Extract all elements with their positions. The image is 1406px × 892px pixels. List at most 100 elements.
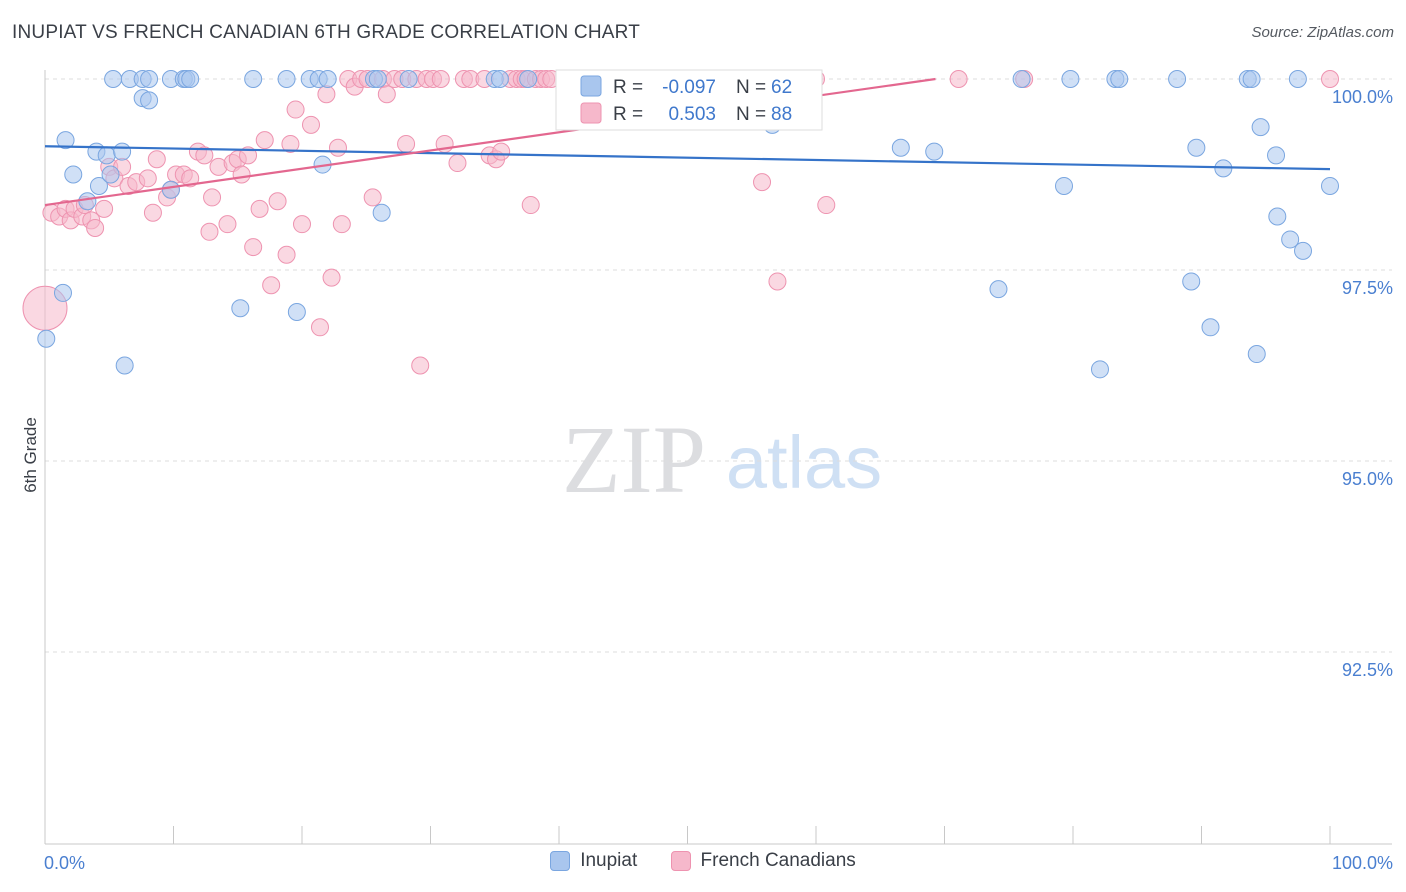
french-canadians-point bbox=[492, 142, 511, 161]
stats-swatch-pink bbox=[580, 102, 602, 124]
stats-n-value-pink: 88 bbox=[771, 104, 792, 125]
inupiat-point bbox=[925, 142, 944, 161]
legend-label-french-canadians: French Canadians bbox=[700, 850, 856, 871]
inupiat-point bbox=[1110, 70, 1129, 88]
french-canadians-point bbox=[239, 146, 258, 165]
inupiat-point bbox=[244, 70, 263, 88]
inupiat-point bbox=[490, 70, 509, 88]
inupiat-point bbox=[181, 70, 200, 88]
french-canadians-point bbox=[332, 215, 351, 234]
y-tick-label: 100.0% bbox=[1332, 87, 1393, 107]
french-canadians-point bbox=[753, 173, 772, 192]
inupiat-trend-line bbox=[44, 145, 1331, 171]
inupiat-point bbox=[1288, 70, 1307, 88]
french-canadians-point bbox=[281, 134, 300, 153]
french-canadians-point bbox=[363, 188, 382, 207]
inupiat-point bbox=[89, 176, 108, 195]
french-canadians-point bbox=[293, 215, 311, 234]
french-canadians-point bbox=[143, 203, 162, 222]
stats-r-label-pink: R = bbox=[613, 104, 643, 125]
french-canadians-point bbox=[328, 138, 347, 157]
french-canadians-point bbox=[301, 115, 320, 134]
source-label: Source: ZipAtlas.com bbox=[1251, 24, 1394, 41]
inupiat-point bbox=[1247, 345, 1266, 364]
french-canadians-point bbox=[431, 70, 450, 88]
grid bbox=[45, 78, 1392, 653]
french-canadians-point bbox=[286, 100, 305, 119]
french-canadians-point bbox=[147, 150, 166, 169]
inupiat-point bbox=[1321, 176, 1339, 195]
stats-n-label-pink: N = bbox=[736, 104, 766, 125]
french-canadians-point bbox=[448, 154, 467, 173]
inupiat-point bbox=[161, 180, 180, 199]
french-canadians-point bbox=[268, 192, 287, 211]
inupiat-point bbox=[399, 70, 418, 88]
inupiat-point bbox=[1201, 318, 1220, 337]
watermark: ZIP atlas bbox=[562, 406, 882, 513]
inupiat-point bbox=[287, 303, 306, 322]
french-canadians-point bbox=[255, 131, 274, 150]
inupiat-point bbox=[56, 131, 75, 150]
french-canadians-point bbox=[817, 196, 836, 215]
french-canadians-point bbox=[218, 215, 237, 234]
french-canadians-point bbox=[310, 318, 329, 337]
french-canadians-point bbox=[232, 165, 251, 184]
inupiat-point bbox=[989, 280, 1008, 299]
inupiat-point bbox=[519, 70, 538, 88]
inupiat-point bbox=[1294, 241, 1313, 260]
inupiat-point bbox=[140, 70, 159, 88]
stats-r-label-blue: R = bbox=[613, 77, 643, 98]
stats-r-value-pink: 0.503 bbox=[668, 104, 716, 125]
stats-r-value-blue: -0.097 bbox=[662, 77, 716, 98]
inupiat-point bbox=[1251, 118, 1270, 137]
french-canadians-point bbox=[138, 169, 157, 188]
inupiat-point bbox=[318, 70, 337, 88]
french-canadians-point bbox=[203, 188, 222, 207]
legend-item-french-canadians[interactable]: French Canadians bbox=[670, 850, 856, 872]
inupiat-point bbox=[113, 142, 132, 161]
inupiat-point bbox=[891, 138, 910, 157]
legend-item-inupiat[interactable]: Inupiat bbox=[550, 850, 637, 872]
french-canadians-point bbox=[244, 238, 263, 257]
y-tick-label: 92.5% bbox=[1342, 660, 1393, 680]
inupiat-point bbox=[1090, 360, 1109, 379]
chart-title: INUPIAT VS FRENCH CANADIAN 6TH GRADE COR… bbox=[12, 22, 641, 43]
inupiat-point bbox=[1267, 146, 1286, 165]
french-canadians-point bbox=[181, 169, 200, 188]
inupiat-point bbox=[104, 70, 123, 88]
french-canadians-point bbox=[397, 134, 416, 153]
french-canadians-point bbox=[86, 218, 105, 237]
inupiat-point bbox=[231, 299, 250, 318]
x-tick-label-max: 100.0% bbox=[1332, 853, 1393, 873]
french-canadians-point bbox=[200, 222, 219, 241]
inupiat-point bbox=[115, 356, 134, 375]
inupiat-point bbox=[1187, 138, 1206, 157]
french-canadians-point bbox=[411, 356, 430, 375]
inupiat-point bbox=[78, 192, 97, 211]
inupiat-point bbox=[64, 165, 83, 184]
inupiat-point bbox=[53, 283, 72, 302]
stats-swatch-blue bbox=[580, 75, 602, 97]
x-tick-label-min: 0.0% bbox=[44, 853, 85, 873]
french-canadians-point bbox=[250, 199, 269, 218]
french-canadians-point bbox=[95, 199, 114, 218]
inupiat-point bbox=[37, 329, 56, 348]
legend: Inupiat French Canadians bbox=[0, 850, 1406, 877]
y-tick-label: 95.0% bbox=[1342, 469, 1393, 489]
french-canadians-point bbox=[277, 245, 296, 264]
y-tick-label: 97.5% bbox=[1342, 278, 1393, 298]
inupiat-point bbox=[1268, 207, 1287, 226]
french-canadians-point bbox=[949, 70, 968, 88]
inupiat-point bbox=[372, 203, 391, 222]
inupiat-point bbox=[1168, 70, 1187, 88]
axes bbox=[44, 70, 1392, 845]
inupiat-point bbox=[277, 70, 296, 88]
stats-n-label-blue: N = bbox=[736, 77, 766, 98]
tick-labels: 100.0% 97.5% 95.0% 92.5% 0.0% 100.0% bbox=[44, 87, 1393, 873]
watermark-atlas: atlas bbox=[726, 421, 882, 504]
inupiat-point bbox=[1281, 230, 1300, 249]
french-canadians-point bbox=[322, 268, 341, 287]
stats-n-value-blue: 62 bbox=[771, 77, 792, 98]
y-axis-label: 6th Grade bbox=[21, 417, 40, 493]
